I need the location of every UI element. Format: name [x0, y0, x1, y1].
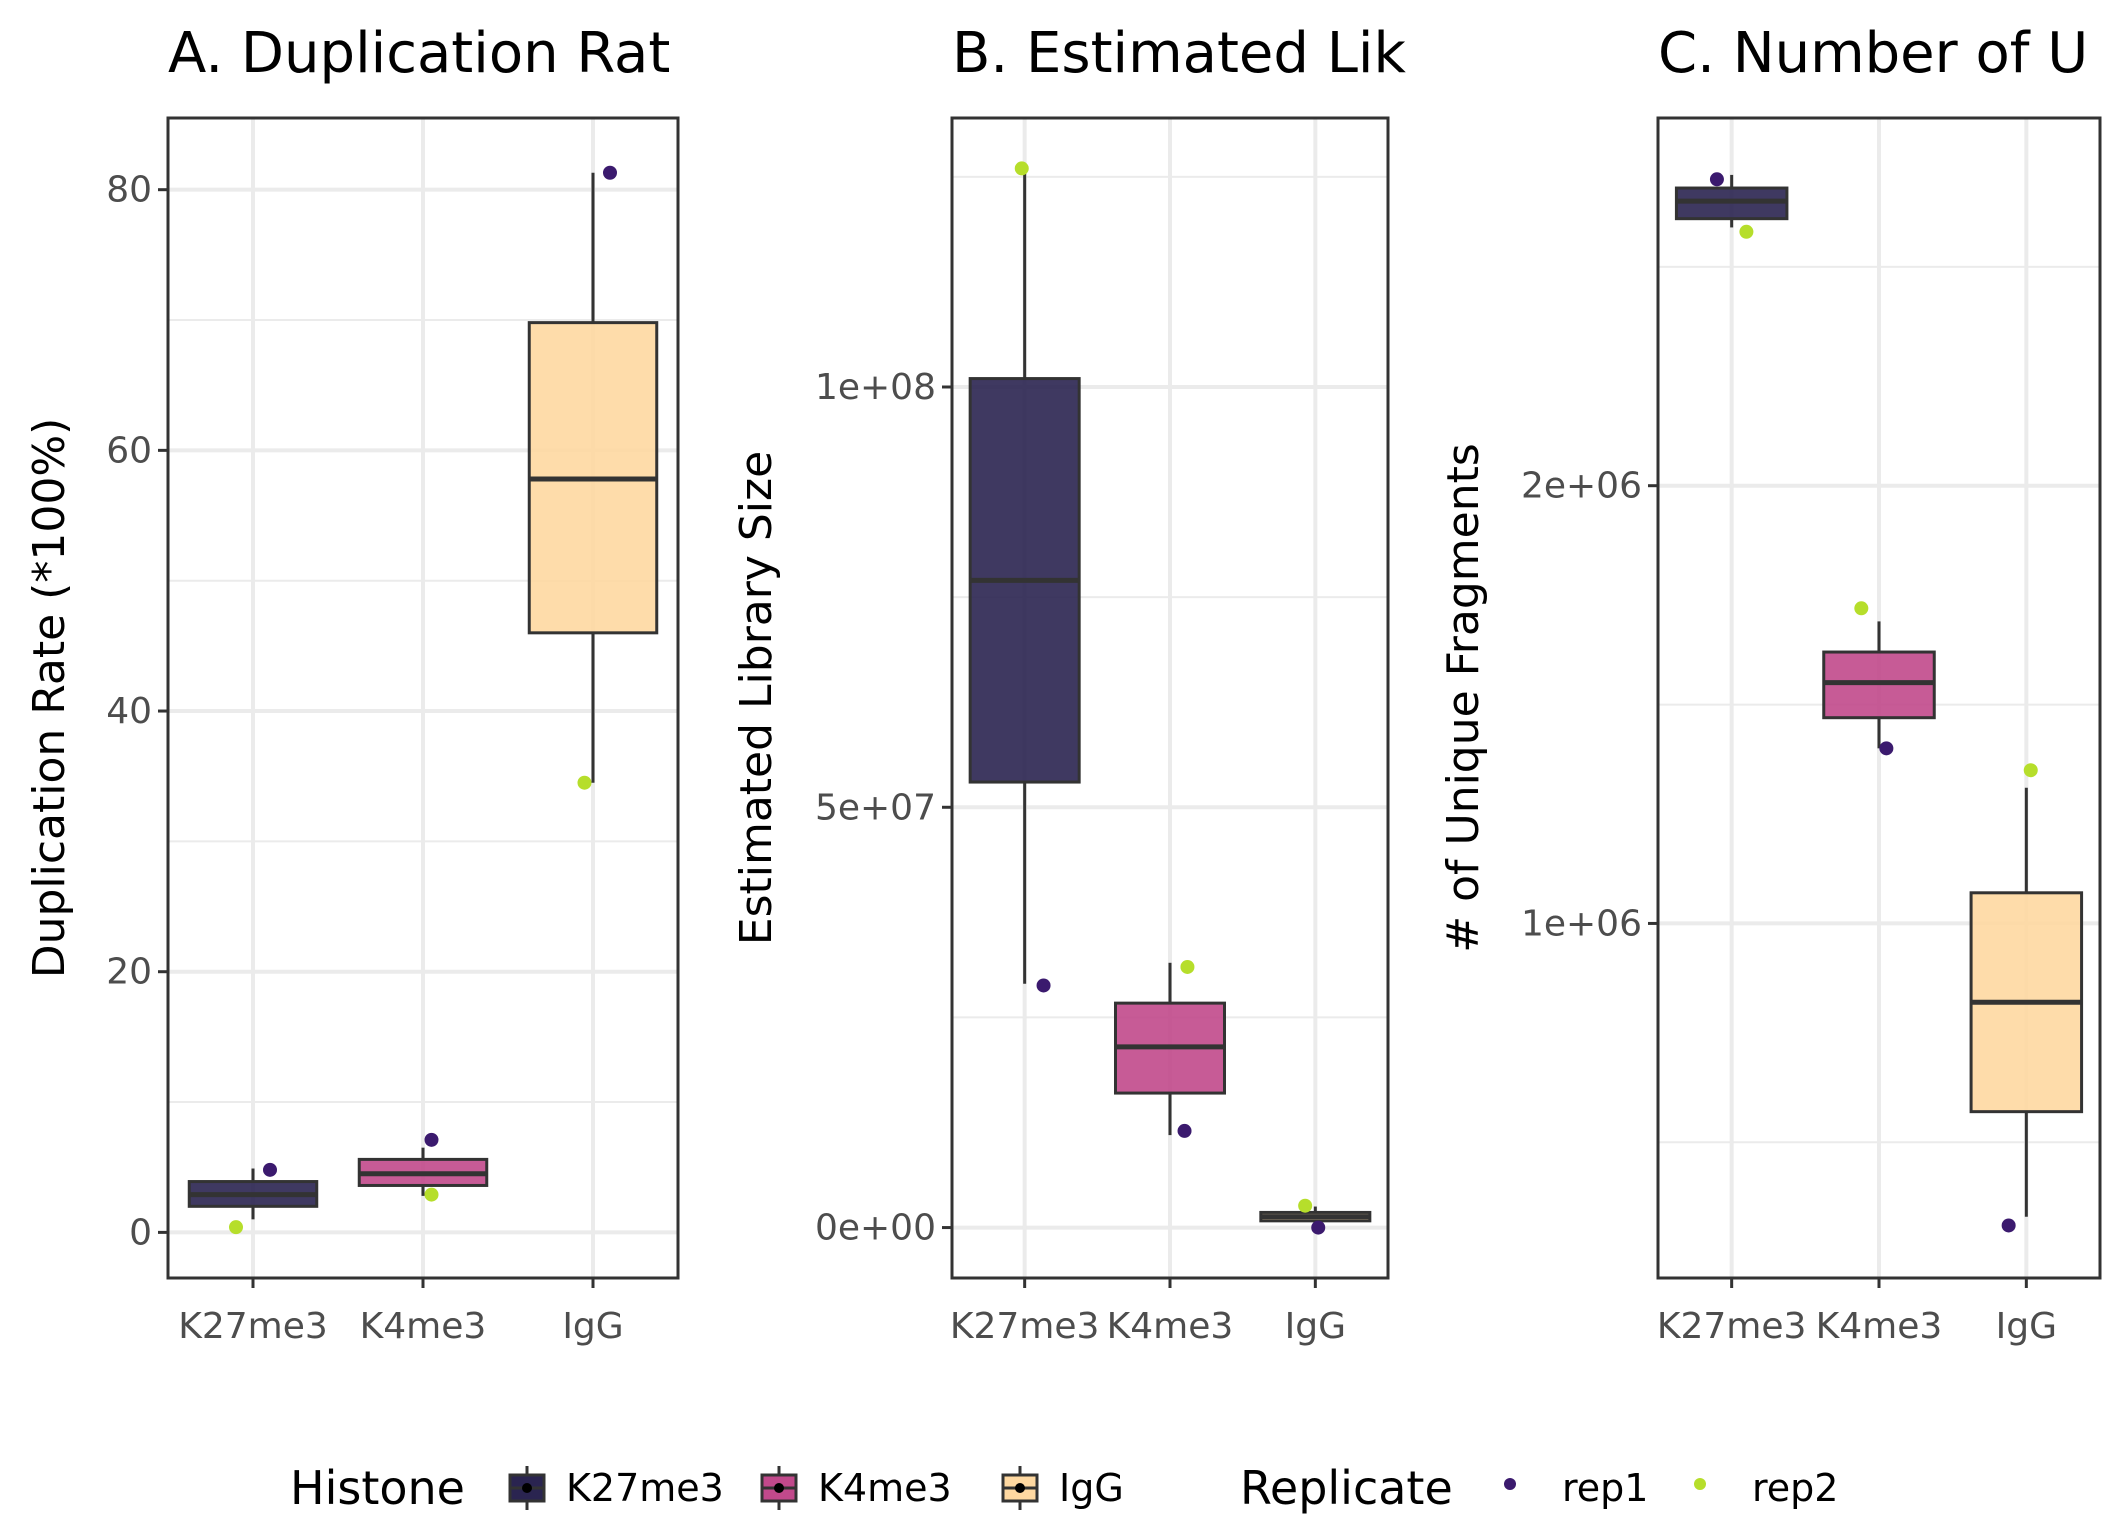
- y-tick-label: 1e+06: [1521, 903, 1642, 944]
- legend-key-K4me3: [760, 1466, 798, 1510]
- legend-label-rep1: rep1: [1562, 1466, 1648, 1510]
- y-tick-label: 5e+07: [815, 787, 936, 828]
- panel-1: A. Duplication Rat 0 20 40 60 80 K27me3 K4me3 Ig…: [24, 21, 680, 1347]
- box-K4me3: [1822, 621, 1936, 749]
- box-IgG: [1969, 787, 2084, 1217]
- x-tick-label: IgG: [562, 1306, 623, 1347]
- panel-3: C. Number of U 1e+06 2e+06 K27me3 K4me3 IgG # …: [1438, 21, 2102, 1347]
- point-rep1: [1311, 1220, 1326, 1235]
- y-tick-label: 2e+06: [1521, 466, 1642, 507]
- point-rep1: [1036, 978, 1051, 993]
- x-tick-label: K4me3: [360, 1306, 487, 1347]
- legend-dot: [1015, 1483, 1025, 1493]
- legend-point-rep2: [1694, 1478, 1706, 1490]
- legend-label-rep2: rep2: [1752, 1466, 1838, 1510]
- y-tick-label: 1e+08: [815, 367, 936, 408]
- plot-area: [1658, 118, 2100, 1278]
- legend-label-K27me3: K27me3: [566, 1466, 724, 1510]
- legend-dot: [774, 1483, 784, 1493]
- point-rep2: [1014, 161, 1029, 176]
- legend-label-IgG: IgG: [1059, 1466, 1124, 1510]
- point-rep2: [229, 1220, 243, 1235]
- panel-title: C. Number of U: [1658, 21, 2088, 86]
- legend-key-K27me3: [508, 1466, 546, 1510]
- legend-point-rep1: [1504, 1478, 1516, 1490]
- point-rep1: [603, 165, 617, 180]
- point-rep2: [1854, 601, 1869, 616]
- y-tick-label: 60: [106, 430, 152, 471]
- box-IgG: [527, 172, 659, 783]
- point-rep1: [2001, 1218, 2016, 1233]
- legend-dot: [522, 1483, 532, 1493]
- y-tick-label: 20: [106, 952, 152, 993]
- x-tick-label: IgG: [1996, 1306, 2057, 1347]
- point-rep1: [424, 1132, 439, 1147]
- panel-title: A. Duplication Rat: [168, 21, 670, 86]
- point-rep2: [1739, 224, 1754, 239]
- panel-title: B. Estimated Lik: [952, 21, 1406, 86]
- box-K27me3: [187, 1168, 319, 1220]
- y-axis-label: Estimated Library Size: [731, 451, 782, 945]
- point-rep1: [1177, 1123, 1192, 1138]
- x-tick-label: K4me3: [1107, 1306, 1234, 1347]
- point-rep2: [1180, 959, 1195, 974]
- legend-label-K4me3: K4me3: [818, 1466, 952, 1510]
- panel-2: B. Estimated Lik 0e+00 5e+07 1e+08 K27me3 K4m…: [731, 21, 1406, 1347]
- point-rep2: [424, 1187, 439, 1202]
- x-tick-label: IgG: [1285, 1306, 1346, 1347]
- legend: Histone K27me3 K4me3 IgG Replicate rep1 rep2: [290, 1461, 1838, 1515]
- y-tick-label: 40: [106, 691, 152, 732]
- box-K27me3: [1674, 174, 1789, 228]
- point-rep2: [1298, 1198, 1313, 1213]
- y-tick-label: 0: [129, 1212, 152, 1253]
- legend-title-replicate: Replicate: [1240, 1461, 1453, 1515]
- y-axis-label: Duplication Rate (*100%): [24, 418, 75, 979]
- y-tick-label: 0e+00: [815, 1208, 936, 1249]
- box-K27me3: [968, 168, 1081, 984]
- box-K4me3: [1114, 962, 1226, 1136]
- x-tick-label: K27me3: [178, 1306, 328, 1347]
- x-tick-label: K27me3: [950, 1306, 1100, 1347]
- point-rep2: [2023, 763, 2038, 778]
- y-axis-label: # of Unique Fragments: [1438, 443, 1489, 953]
- x-tick-label: K4me3: [1816, 1306, 1943, 1347]
- plot-area: [952, 118, 1388, 1278]
- plot-area: [168, 118, 678, 1278]
- y-tick-label: 80: [106, 170, 152, 211]
- point-rep1: [263, 1162, 277, 1177]
- legend-title-histone: Histone: [290, 1461, 465, 1515]
- x-tick-label: K27me3: [1657, 1306, 1807, 1347]
- legend-key-IgG: [1001, 1466, 1039, 1510]
- point-rep1: [1709, 172, 1724, 187]
- point-rep2: [577, 775, 592, 790]
- box-K4me3: [357, 1147, 489, 1196]
- point-rep1: [1879, 741, 1894, 756]
